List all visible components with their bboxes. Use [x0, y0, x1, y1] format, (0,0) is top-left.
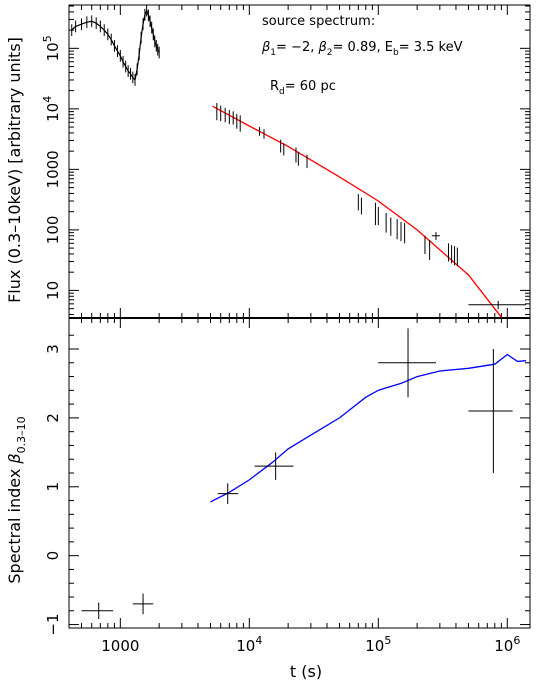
- annotation-line-1: source spectrum:: [262, 14, 375, 29]
- flux-y-tick-label: 10: [44, 281, 62, 300]
- index-y-tick-label: −1: [44, 613, 62, 635]
- beta2-value: = 0.89, E: [333, 40, 393, 55]
- flux-axis-title: Flux (0.3–10keV) [arbitrary units]: [5, 37, 24, 303]
- time-x-tick-label: 1000: [101, 637, 139, 655]
- flux-y-tick-label: 100: [44, 216, 62, 245]
- flux-y-tick-label: 1000: [44, 150, 62, 188]
- time-axis-title: t (s): [290, 662, 322, 681]
- flux-model-curve: [212, 105, 502, 318]
- beta2-symbol: β: [318, 40, 327, 55]
- eb-value: = 3.5 keV: [399, 40, 463, 55]
- rd-sub: d: [279, 87, 285, 97]
- beta-subscript: 0.3–10: [15, 416, 28, 453]
- early-light-curve: [71, 8, 160, 82]
- flux-y-tick-label: 105: [41, 35, 62, 61]
- index-y-tick-label: 0: [44, 551, 62, 561]
- spectral-plot-frame: [68, 317, 531, 629]
- index-y-tick-label: 3: [44, 344, 62, 354]
- beta1-value: = −2,: [276, 40, 314, 55]
- beta2-sub: 2: [327, 48, 333, 58]
- time-x-tick-label: 104: [236, 634, 262, 655]
- annotation-line-2: β1= −2, β2= 0.89, Eb= 3.5 keV: [261, 40, 463, 58]
- spectral-index-panel: −1 0 1 2 3 1000 104 105 106: [44, 317, 531, 655]
- beta1-sub: 1: [270, 48, 276, 58]
- source-spectrum-annotation: source spectrum: β1= −2, β2= 0.89, Eb= 3…: [261, 14, 463, 97]
- index-y-tick-label: 1: [44, 482, 62, 492]
- rd-value: = 60 pc: [285, 79, 336, 94]
- time-x-tick-label: 106: [494, 634, 520, 655]
- annotation-line-3: Rd= 60 pc: [270, 79, 336, 97]
- spectral-index-axis-title: Spectral index β0.3–10: [5, 416, 28, 583]
- spectral-index-label: Spectral index: [5, 464, 24, 584]
- beta-symbol: β: [5, 453, 24, 464]
- time-x-tick-label: 105: [365, 634, 391, 655]
- index-y-tick-label: 2: [44, 413, 62, 423]
- flux-y-tick-label: 104: [41, 96, 62, 122]
- index-model-curve: [210, 353, 527, 503]
- rd-symbol: R: [270, 79, 279, 94]
- beta1-symbol: β: [261, 40, 270, 55]
- eb-sub: b: [393, 48, 399, 58]
